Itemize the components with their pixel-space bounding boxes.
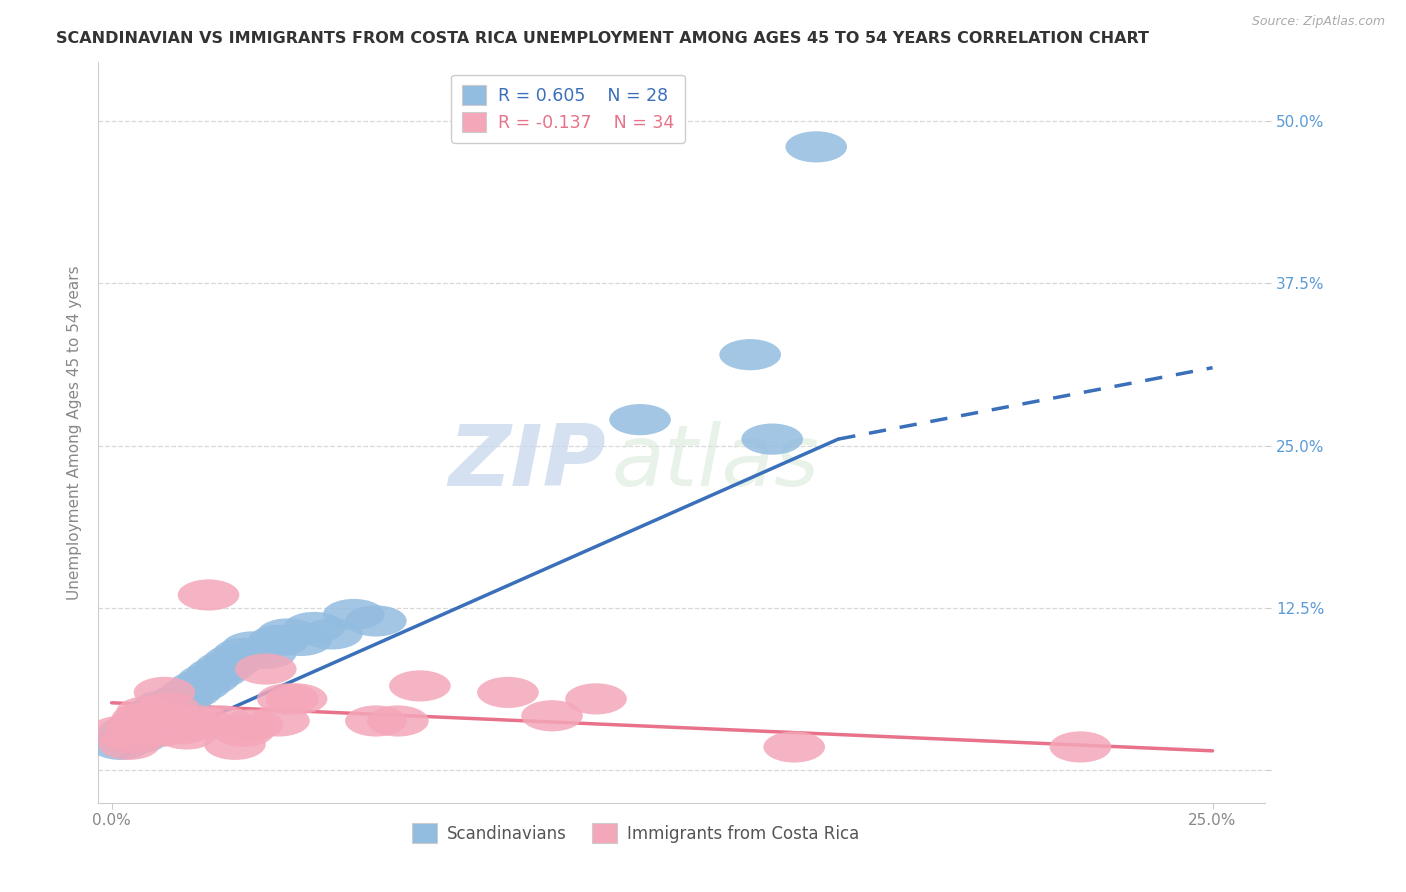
Ellipse shape bbox=[222, 709, 284, 740]
Ellipse shape bbox=[1050, 731, 1111, 763]
Ellipse shape bbox=[266, 683, 328, 714]
Ellipse shape bbox=[134, 677, 195, 708]
Ellipse shape bbox=[138, 692, 200, 723]
Ellipse shape bbox=[98, 729, 160, 760]
Ellipse shape bbox=[142, 703, 204, 734]
Ellipse shape bbox=[247, 706, 309, 737]
Ellipse shape bbox=[129, 715, 191, 747]
Ellipse shape bbox=[156, 718, 218, 749]
Ellipse shape bbox=[169, 670, 231, 701]
Ellipse shape bbox=[121, 706, 183, 737]
Ellipse shape bbox=[763, 731, 825, 763]
Ellipse shape bbox=[204, 644, 266, 675]
Ellipse shape bbox=[152, 714, 212, 744]
Ellipse shape bbox=[522, 700, 583, 731]
Ellipse shape bbox=[257, 618, 319, 649]
Ellipse shape bbox=[367, 706, 429, 737]
Ellipse shape bbox=[389, 670, 451, 701]
Ellipse shape bbox=[117, 709, 177, 740]
Ellipse shape bbox=[609, 404, 671, 435]
Ellipse shape bbox=[177, 580, 239, 610]
Ellipse shape bbox=[125, 700, 187, 731]
Ellipse shape bbox=[142, 709, 204, 740]
Ellipse shape bbox=[103, 723, 165, 754]
Ellipse shape bbox=[125, 697, 187, 728]
Y-axis label: Unemployment Among Ages 45 to 54 years: Unemployment Among Ages 45 to 54 years bbox=[66, 265, 82, 600]
Ellipse shape bbox=[152, 683, 212, 714]
Ellipse shape bbox=[160, 677, 222, 708]
Ellipse shape bbox=[344, 606, 406, 637]
Ellipse shape bbox=[786, 131, 846, 162]
Ellipse shape bbox=[565, 683, 627, 714]
Text: Source: ZipAtlas.com: Source: ZipAtlas.com bbox=[1251, 15, 1385, 29]
Ellipse shape bbox=[98, 715, 160, 747]
Ellipse shape bbox=[146, 703, 208, 734]
Text: ZIP: ZIP bbox=[449, 421, 606, 504]
Ellipse shape bbox=[301, 618, 363, 649]
Ellipse shape bbox=[720, 339, 780, 370]
Ellipse shape bbox=[222, 632, 284, 663]
Ellipse shape bbox=[107, 723, 169, 754]
Ellipse shape bbox=[90, 729, 152, 760]
Ellipse shape bbox=[284, 612, 344, 643]
Legend: Scandinavians, Immigrants from Costa Rica: Scandinavians, Immigrants from Costa Ric… bbox=[405, 816, 866, 850]
Ellipse shape bbox=[257, 683, 319, 714]
Ellipse shape bbox=[169, 706, 231, 737]
Ellipse shape bbox=[270, 625, 332, 656]
Ellipse shape bbox=[212, 638, 274, 669]
Ellipse shape bbox=[344, 706, 406, 737]
Ellipse shape bbox=[741, 424, 803, 455]
Ellipse shape bbox=[187, 657, 247, 689]
Ellipse shape bbox=[323, 599, 385, 630]
Ellipse shape bbox=[134, 690, 195, 721]
Ellipse shape bbox=[191, 706, 253, 737]
Ellipse shape bbox=[235, 638, 297, 669]
Ellipse shape bbox=[177, 664, 239, 695]
Ellipse shape bbox=[90, 715, 152, 747]
Ellipse shape bbox=[160, 709, 222, 740]
Ellipse shape bbox=[117, 697, 177, 728]
Ellipse shape bbox=[477, 677, 538, 708]
Ellipse shape bbox=[111, 703, 173, 734]
Text: SCANDINAVIAN VS IMMIGRANTS FROM COSTA RICA UNEMPLOYMENT AMONG AGES 45 TO 54 YEAR: SCANDINAVIAN VS IMMIGRANTS FROM COSTA RI… bbox=[56, 31, 1149, 46]
Ellipse shape bbox=[247, 625, 309, 656]
Ellipse shape bbox=[204, 729, 266, 760]
Ellipse shape bbox=[107, 709, 169, 740]
Ellipse shape bbox=[195, 651, 257, 682]
Text: atlas: atlas bbox=[612, 421, 820, 504]
Ellipse shape bbox=[212, 715, 274, 747]
Ellipse shape bbox=[235, 654, 297, 684]
